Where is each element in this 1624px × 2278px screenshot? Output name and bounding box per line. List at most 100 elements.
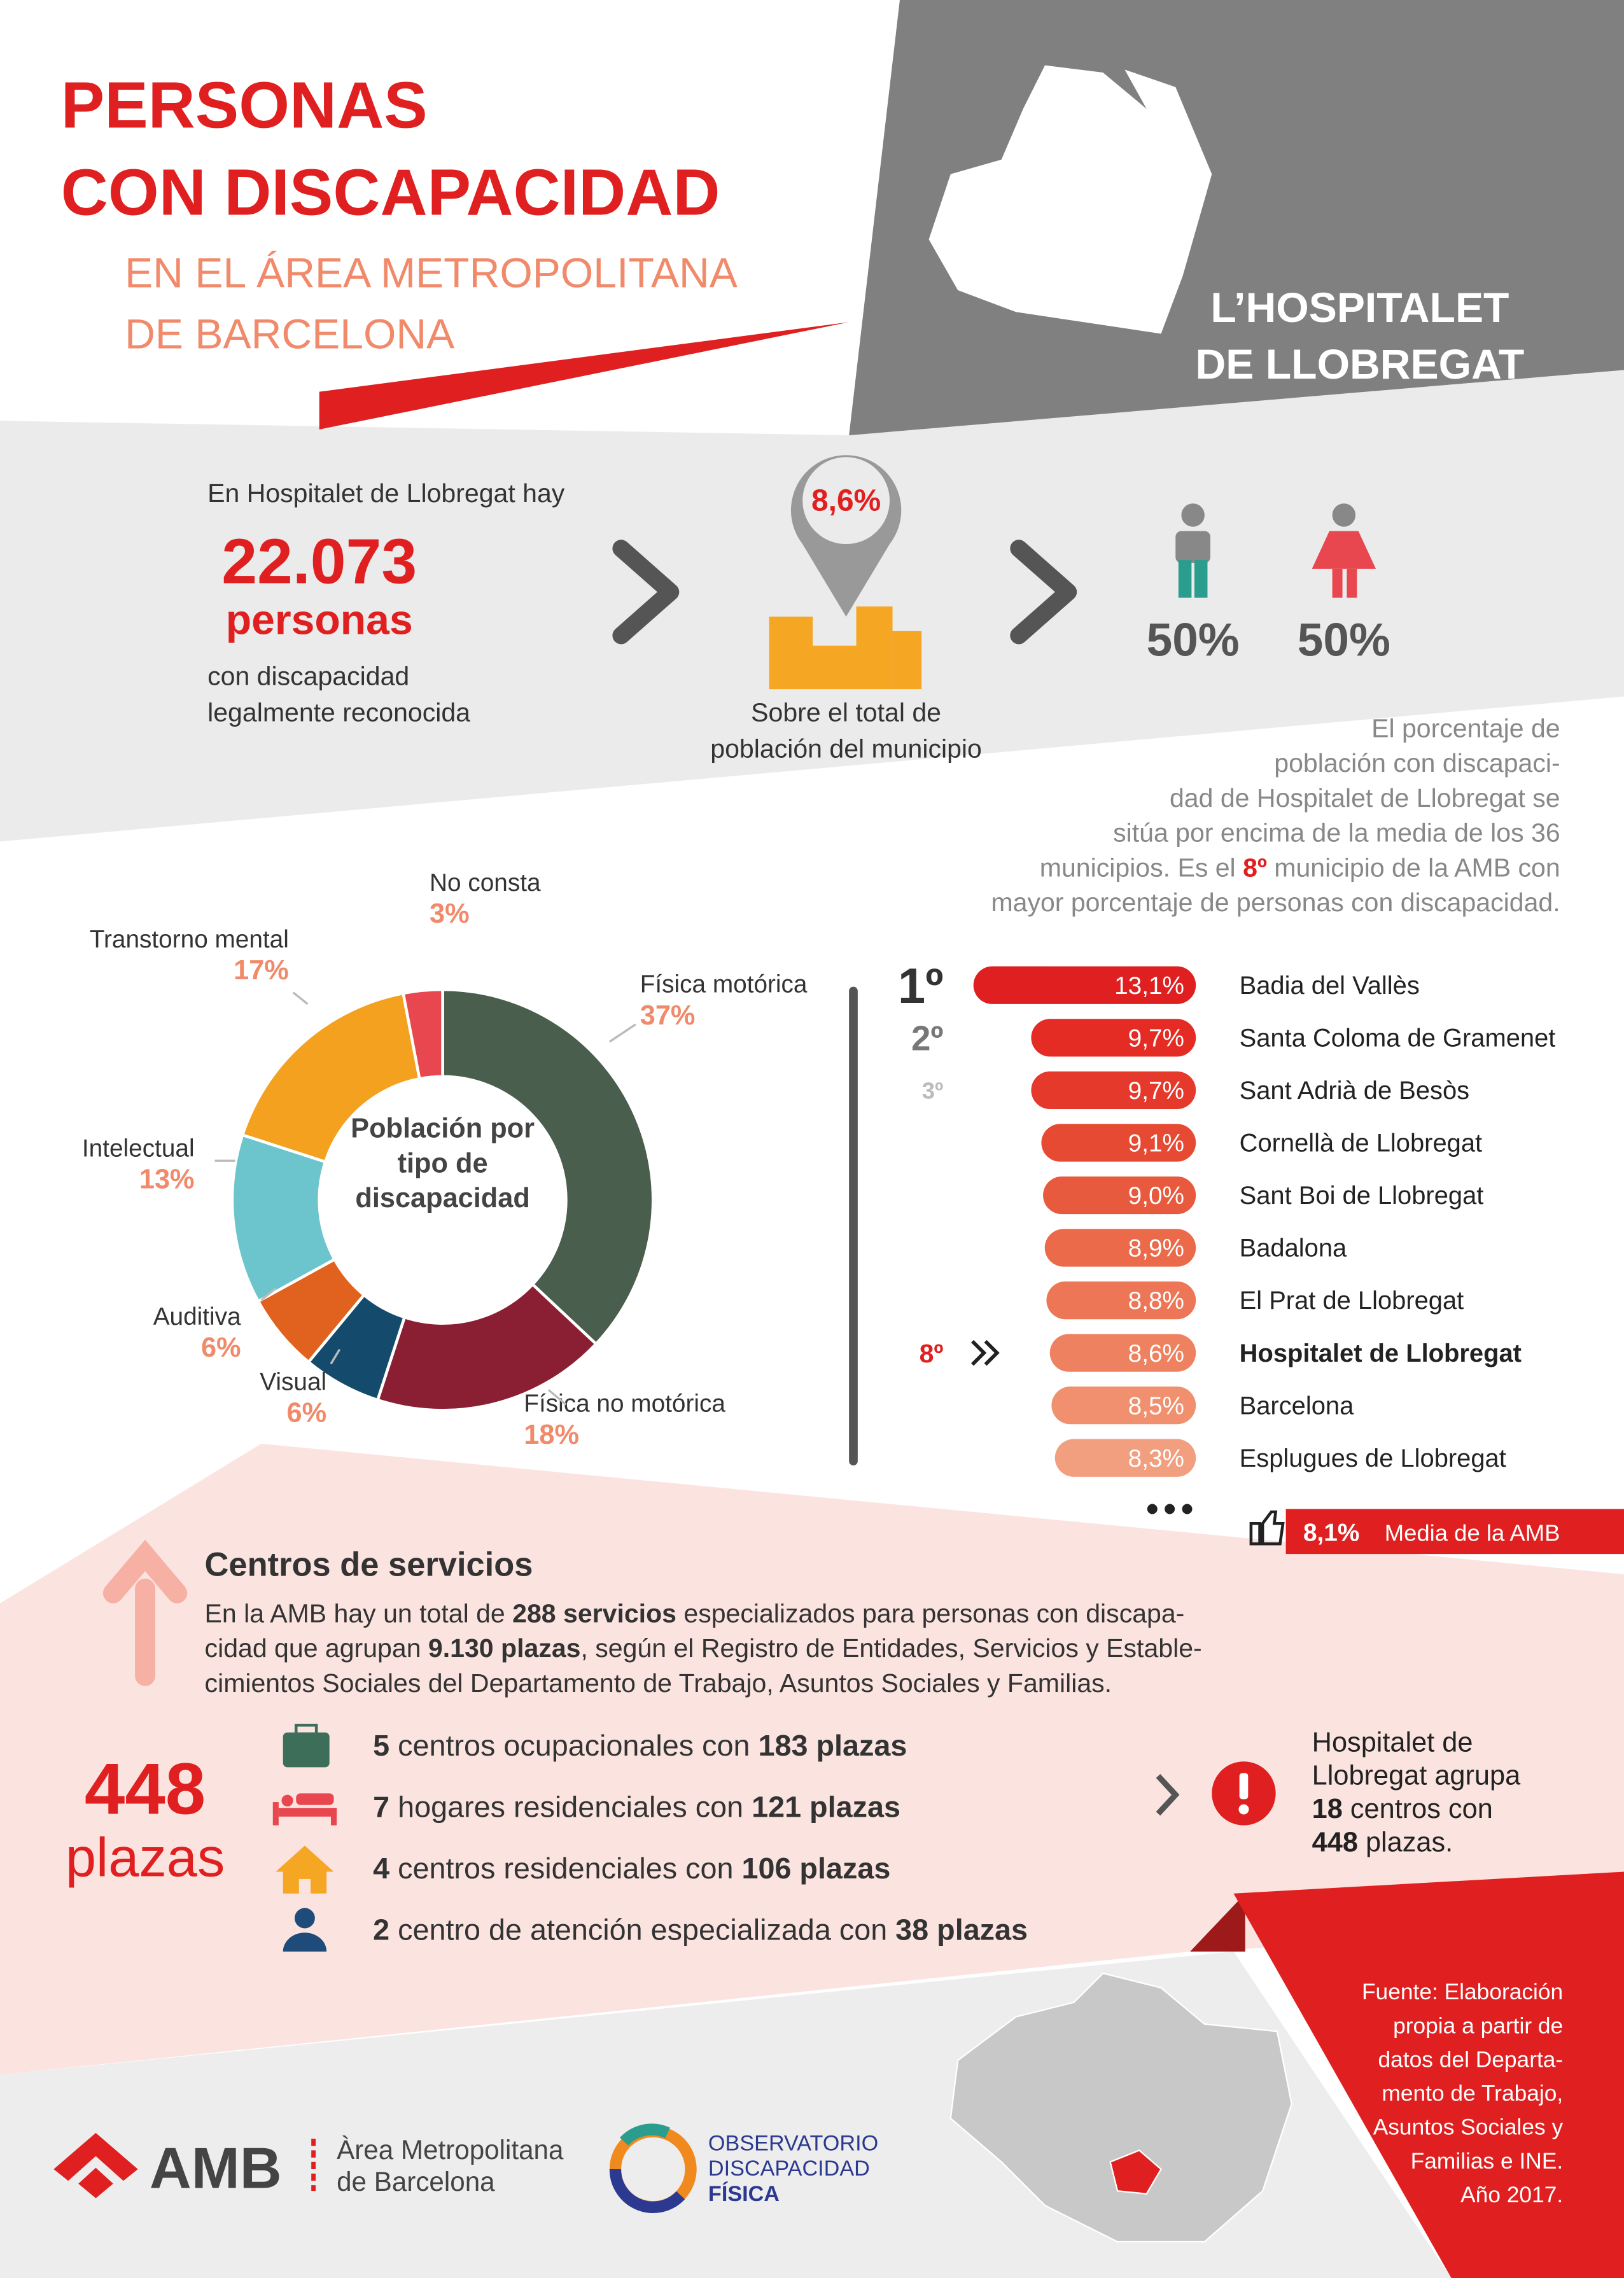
text-segment: centros ocupacionales con — [389, 1729, 758, 1762]
bar-value-label: 9,7% — [1128, 1077, 1184, 1105]
amb-map — [949, 1972, 1292, 2243]
amb-name: de Barcelona — [337, 2167, 495, 2197]
note-line: población con discapaci- — [1274, 748, 1560, 778]
share-desc: Sobre el total de — [751, 697, 941, 727]
text-segment: 288 servicios — [512, 1598, 676, 1628]
woman-icon — [1312, 503, 1376, 598]
bar-value-label: 8,5% — [1128, 1392, 1184, 1420]
text-segment: 121 plazas — [752, 1791, 900, 1824]
buildings-icon — [769, 606, 922, 690]
text-segment: , según el Registro de Entidades, Servic… — [580, 1633, 1201, 1663]
highlight-arrow — [984, 1339, 1000, 1366]
highlight-arrow — [970, 1339, 987, 1366]
leader-line — [330, 1348, 341, 1365]
alert-mark — [1239, 1773, 1249, 1799]
donut-center-label: discapacidad — [355, 1183, 529, 1213]
house-icon — [276, 1845, 334, 1894]
donut-value-label: 6% — [201, 1332, 241, 1363]
bar-category: Hospitalet de Llobregat — [1240, 1339, 1522, 1367]
text-segment: población con discapaci- — [1274, 748, 1560, 778]
text-segment: centros residenciales con — [389, 1852, 741, 1885]
municipality-map — [928, 65, 1212, 334]
service-item: 7 hogares residenciales con 121 plazas — [373, 1791, 900, 1824]
source-line: mento de Trabajo, — [1382, 2081, 1563, 2106]
doctor-icon — [283, 1908, 327, 1952]
donut-segment — [375, 1282, 598, 1412]
donut-label: Física no motórica — [524, 1390, 725, 1418]
text-segment: 2 — [373, 1913, 389, 1946]
bar-value-label: 9,0% — [1128, 1182, 1184, 1210]
text-segment: 7 — [373, 1791, 389, 1824]
bar-value-label: 8,9% — [1128, 1235, 1184, 1262]
note-line: dad de Hospitalet de Llobregat se — [1170, 783, 1560, 813]
observatorio-logo — [619, 2123, 670, 2146]
chevron — [1156, 1773, 1180, 1816]
amb-logo — [78, 2167, 113, 2198]
source-line: propia a partir de — [1393, 2013, 1563, 2038]
donut-label: Auditiva — [153, 1303, 241, 1331]
bar-category: Esplugues de Llobregat — [1240, 1444, 1506, 1472]
bar-value-label: 9,1% — [1128, 1130, 1184, 1157]
text-segment: sitúa por encima de la media de los 36 — [1113, 818, 1560, 848]
chevron — [1010, 540, 1077, 645]
bar — [1031, 1071, 1196, 1110]
text-segment: 183 plazas — [759, 1729, 907, 1762]
text-segment: 8º — [1243, 853, 1267, 882]
donut-label: No consta — [430, 869, 541, 897]
bar — [1043, 1176, 1196, 1215]
bar-value-label: 9,7% — [1128, 1025, 1184, 1052]
men-share: 50% — [1147, 615, 1240, 666]
chevron — [612, 540, 680, 645]
alert-dot — [1238, 1804, 1249, 1815]
services-title: Centros de servicios — [205, 1546, 533, 1583]
text-segment: 9.130 plazas — [428, 1633, 581, 1663]
text-segment: 106 plazas — [741, 1852, 890, 1885]
rank-label: 1º — [898, 959, 943, 1014]
source-line: Familias e INE. — [1411, 2149, 1564, 2174]
services-line: En la AMB hay un total de 288 servicios … — [205, 1598, 1185, 1628]
bar — [1041, 1124, 1196, 1162]
leader-line — [547, 1389, 567, 1406]
bed-icon — [272, 1793, 337, 1826]
source-line: Fuente: Elaboración — [1362, 1980, 1563, 2004]
services-line: cimientos Sociales del Departamento de T… — [205, 1668, 1112, 1698]
text-segment: dad de Hospitalet de Llobregat se — [1170, 783, 1560, 813]
source-line: Asuntos Sociales y — [1373, 2115, 1564, 2140]
donut-label: Visual — [260, 1368, 326, 1395]
bar-category: Cornellà de Llobregat — [1240, 1129, 1482, 1157]
text-segment: especializados para personas con discapa… — [676, 1598, 1184, 1628]
observatorio-name: OBSERVATORIO — [708, 2131, 878, 2155]
text-segment: 5 — [373, 1729, 389, 1762]
intro: En Hospitalet de Llobregat hay — [207, 479, 565, 508]
subtitle: EN EL ÁREA METROPOLITANA — [125, 249, 738, 297]
donut-value-label: 13% — [139, 1164, 195, 1195]
donut-value-label: 6% — [287, 1398, 327, 1429]
donut-segment — [441, 988, 655, 1346]
bar-value-label: 8,8% — [1128, 1287, 1184, 1315]
donut-segment — [401, 988, 444, 1081]
text-segment: Hospitalet de — [1312, 1727, 1473, 1757]
donut-center-label: tipo de — [398, 1148, 488, 1178]
women-share: 50% — [1298, 615, 1390, 666]
text-segment: municipio de la AMB con — [1267, 853, 1560, 882]
donut-value-label: 37% — [640, 1000, 696, 1031]
municipality: L’HOSPITALET — [1210, 284, 1509, 332]
bar — [1049, 1334, 1196, 1372]
bar — [1046, 1281, 1196, 1320]
bar-category: Sant Boi de Llobregat — [1240, 1182, 1484, 1210]
text-segment: 448 — [1312, 1827, 1358, 1858]
bar-category: Barcelona — [1240, 1392, 1354, 1420]
leader-line — [292, 991, 309, 1005]
average-name: Media de la AMB — [1385, 1520, 1560, 1546]
observatorio-name: FÍSICA — [708, 2181, 780, 2206]
average-box — [1285, 1509, 1624, 1555]
man-icon — [1175, 503, 1211, 598]
ranking-rule — [849, 986, 858, 1466]
title: CON DISCAPACIDAD — [61, 155, 720, 228]
amb-logo-text: AMB — [150, 2136, 282, 2201]
donut-value-label: 17% — [234, 955, 289, 986]
count-desc: legalmente reconocida — [207, 697, 470, 727]
